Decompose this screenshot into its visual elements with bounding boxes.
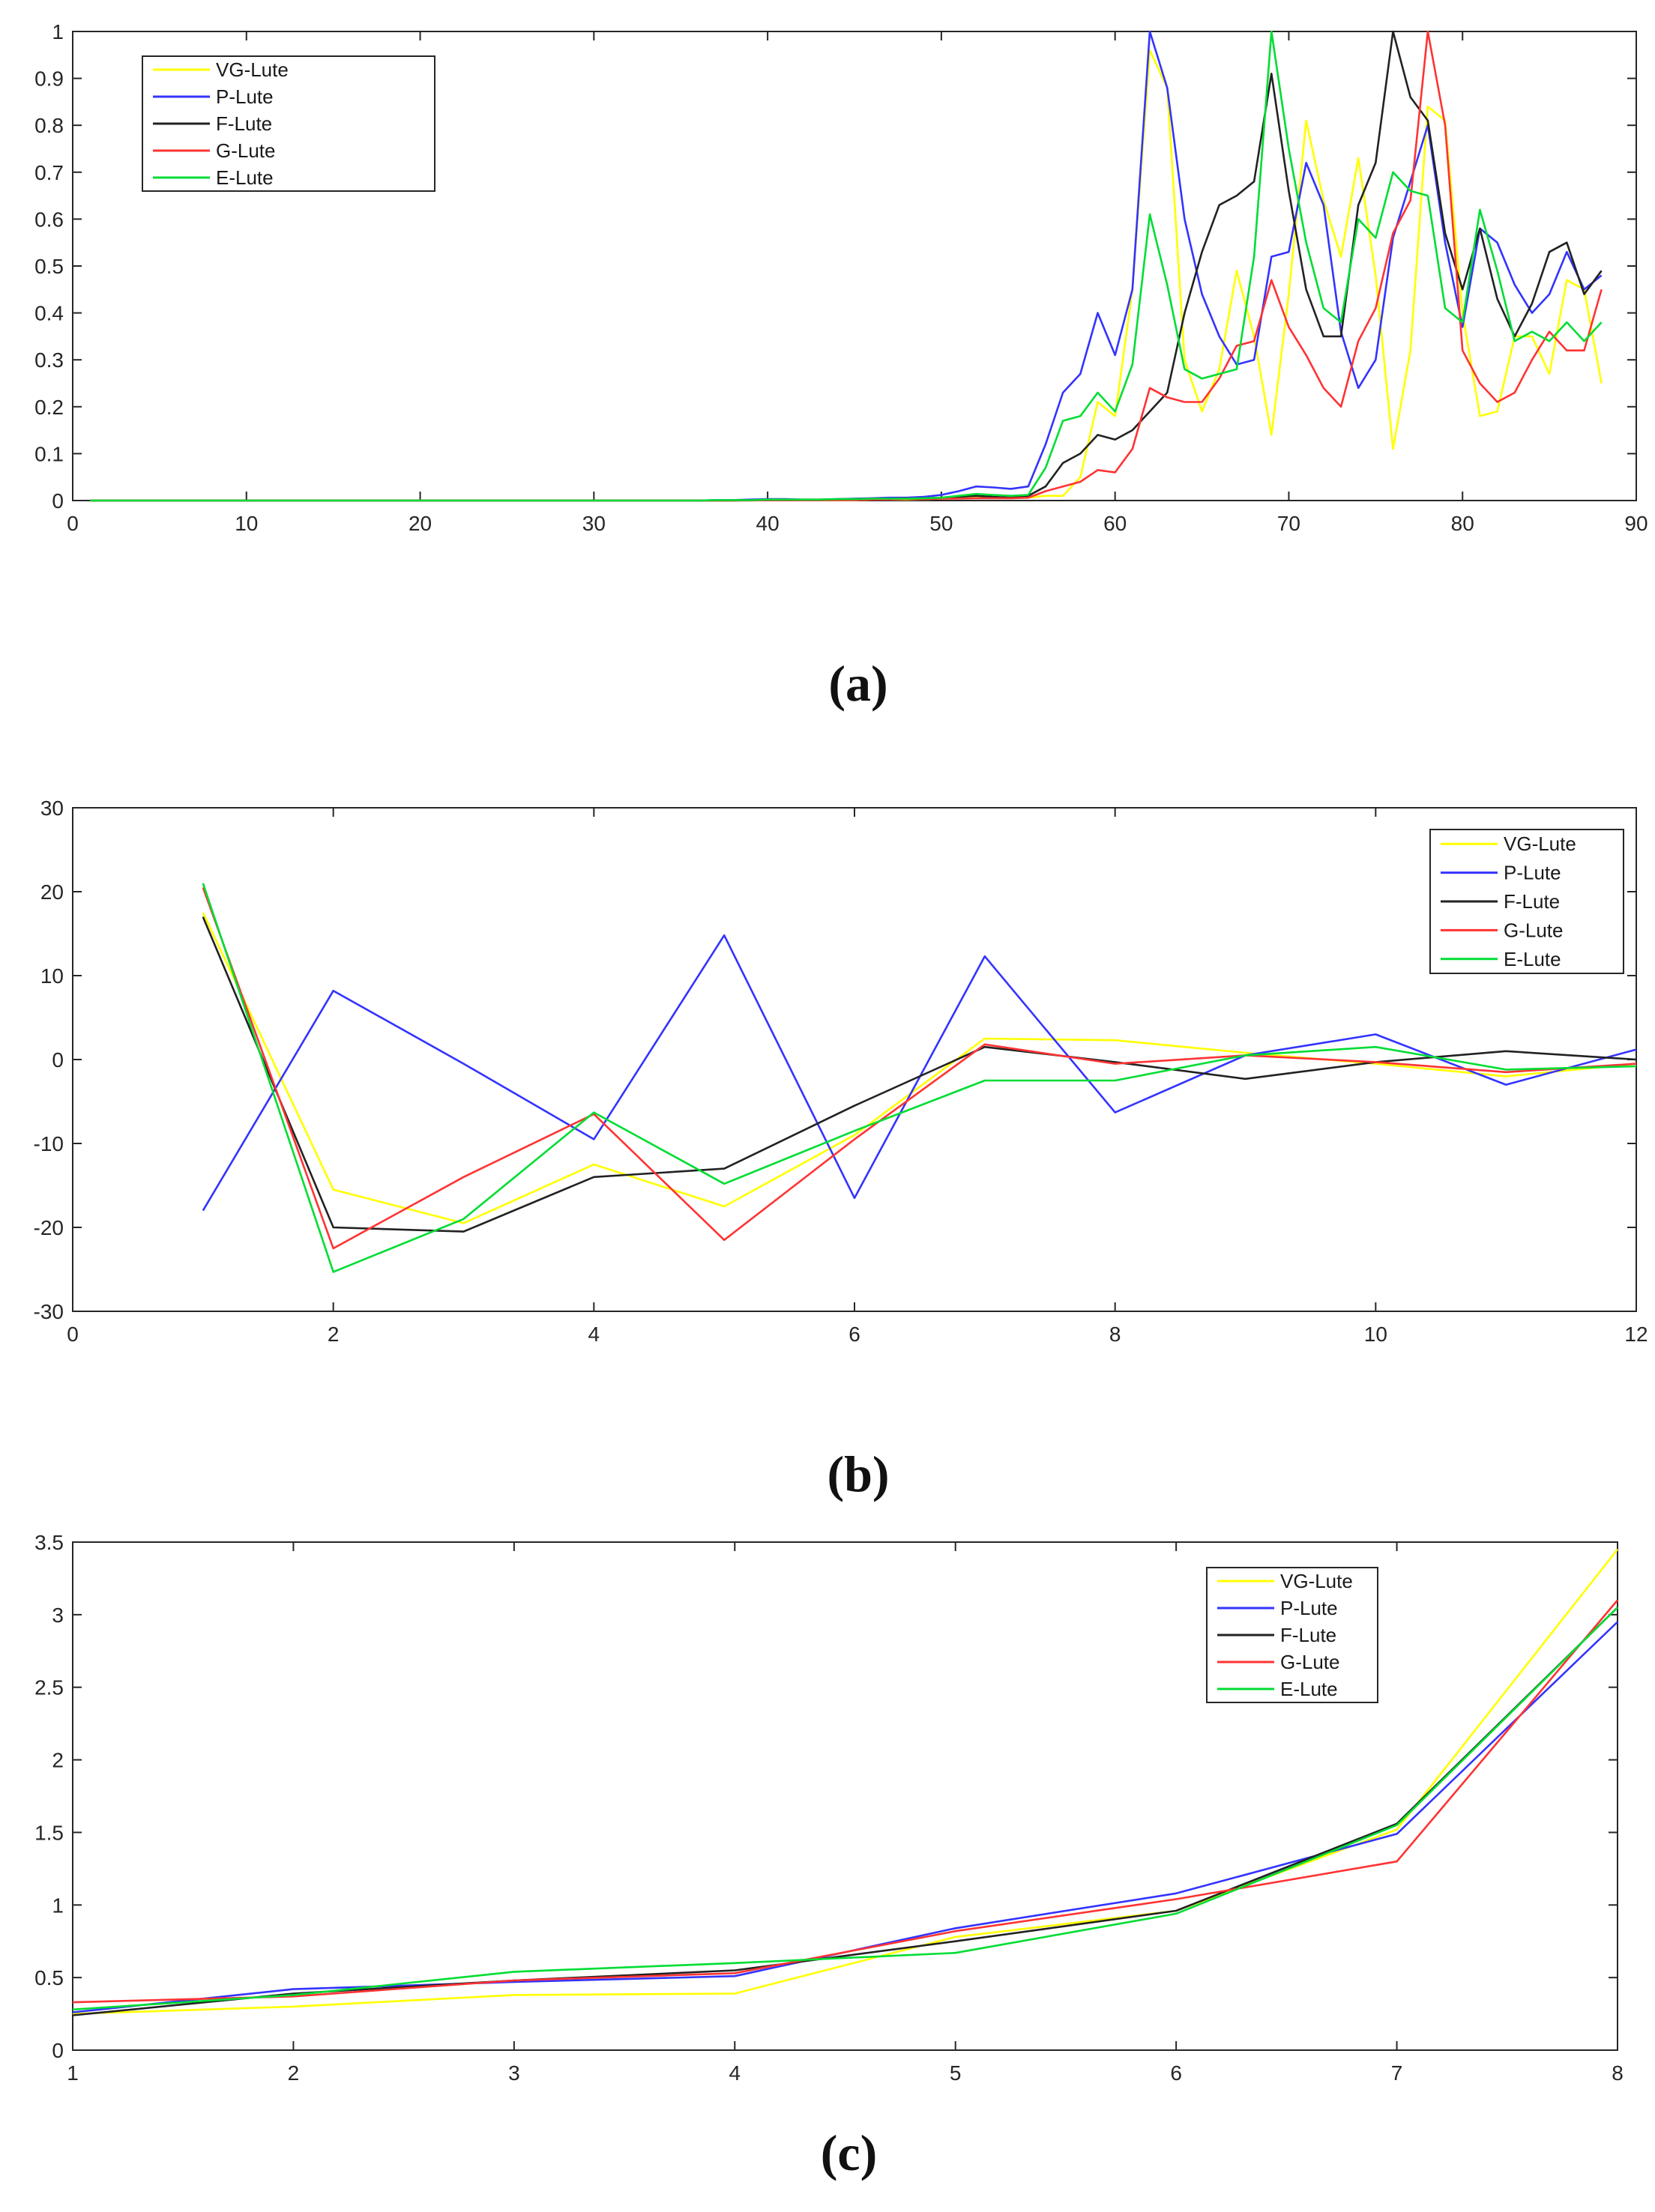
legend-label: G-Lute	[1280, 1651, 1340, 1673]
x-tick-label: 10	[235, 512, 258, 535]
y-tick-label: 0.9	[34, 67, 64, 91]
y-tick-label: 20	[40, 880, 64, 904]
y-tick-label: 0.5	[34, 255, 64, 278]
legend-label: VG-Lute	[1504, 832, 1576, 855]
x-tick-label: 3	[508, 2061, 520, 2085]
y-tick-label: 0.3	[34, 348, 64, 372]
x-tick-label: 7	[1391, 2061, 1403, 2085]
x-tick-label: 10	[1364, 1323, 1387, 1346]
x-tick-label: 80	[1451, 512, 1474, 535]
figure-caption: (a)	[828, 655, 887, 712]
x-tick-label: 0	[67, 512, 79, 535]
y-tick-label: 1	[52, 20, 64, 43]
y-tick-label: 0.7	[34, 161, 64, 184]
legend-label: VG-Lute	[216, 58, 289, 81]
y-tick-label: 0.2	[34, 396, 64, 419]
y-tick-label: 0.4	[34, 302, 64, 325]
legend-label: F-Lute	[1504, 890, 1560, 913]
legend-label: E-Lute	[216, 166, 274, 189]
x-tick-label: 40	[756, 512, 780, 535]
y-tick-label: 1	[52, 1894, 64, 1917]
y-tick-label: 0	[52, 489, 64, 513]
chart-panel-a: 0 10 20 30 40 50 60 70 80 90 0 0.1 0.2 0.3 0.4 0.5 0.6 0.…	[34, 20, 1648, 712]
series-line-g-lute	[202, 886, 1637, 1250]
x-tick-label: 8	[1109, 1323, 1121, 1346]
series-line-f-lute	[202, 916, 1637, 1233]
legend: VG-Lute P-Lute F-Lute G-Lute E-Lute	[1206, 1567, 1378, 1703]
x-tick-label: 6	[848, 1323, 860, 1346]
x-tick-label: 5	[950, 2061, 962, 2085]
x-tick-label: 4	[588, 1323, 600, 1346]
y-tick-label: 0	[52, 2039, 64, 2062]
legend-label: F-Lute	[216, 112, 272, 135]
legend-label: F-Lute	[1280, 1624, 1336, 1646]
y-tick-label: 10	[40, 964, 64, 988]
chart-panel-c: 1 2 3 4 5 6 7 8 0 0.5 1 1.5 2 2.5 3 3.5 VG-Lute P-Lute F-L…	[34, 1531, 1624, 2181]
x-tick-label: 70	[1277, 512, 1300, 535]
y-tick-label: 0.6	[34, 208, 64, 231]
y-tick-label: 3.5	[34, 1531, 64, 1554]
x-tick-label: 0	[67, 1323, 79, 1346]
figure-caption: (b)	[827, 1445, 889, 1502]
legend: VG-Lute P-Lute F-Lute G-Lute E-Lute	[1429, 829, 1624, 974]
series-line-vg-lute	[202, 912, 1637, 1224]
series-line-e-lute	[72, 1607, 1618, 2011]
series-line-g-lute	[72, 1599, 1618, 2004]
y-tick-label: 3	[52, 1604, 64, 1627]
y-tick-label: 0	[52, 1048, 64, 1072]
y-tick-label: -10	[34, 1132, 64, 1155]
series-line-e-lute	[202, 883, 1637, 1273]
plot-area	[72, 1541, 1618, 2051]
y-tick-label: -20	[34, 1216, 64, 1239]
legend-label: G-Lute	[216, 139, 276, 162]
x-tick-label: 2	[288, 2061, 300, 2085]
legend-label: P-Lute	[1280, 1597, 1338, 1619]
y-tick-label: 2.5	[34, 1676, 64, 1699]
y-tick-label: -30	[34, 1300, 64, 1323]
x-tick-label: 6	[1170, 2061, 1182, 2085]
series-line-e-lute	[90, 30, 1603, 502]
x-tick-label: 1	[67, 2061, 79, 2085]
y-tick-label: 0.8	[34, 114, 64, 137]
legend-label: P-Lute	[216, 85, 274, 108]
x-tick-label: 2	[328, 1323, 340, 1346]
x-tick-label: 30	[582, 512, 606, 535]
y-tick-label: 30	[40, 797, 64, 820]
x-tick-label: 90	[1624, 512, 1648, 535]
legend-label: E-Lute	[1280, 1678, 1338, 1700]
legend-label: P-Lute	[1504, 862, 1561, 884]
x-tick-label: 12	[1624, 1323, 1648, 1346]
legend-label: E-Lute	[1504, 948, 1561, 970]
x-tick-label: 20	[409, 512, 432, 535]
x-tick-label: 50	[929, 512, 953, 535]
x-tick-label: 60	[1103, 512, 1127, 535]
y-tick-label: 1.5	[34, 1821, 64, 1844]
x-tick-label: 8	[1612, 2061, 1624, 2085]
y-tick-label: 0.5	[34, 1966, 64, 1989]
chart-panel-b: 0 2 4 6 8 10 12 -30 -20 -10 0 10 20 30 VG-Lute P-Lute F-…	[34, 797, 1648, 1502]
y-tick-label: 2	[52, 1749, 64, 1772]
y-tick-label: 0.1	[34, 442, 64, 465]
legend-label: VG-Lute	[1280, 1570, 1353, 1592]
legend-label: G-Lute	[1504, 919, 1564, 941]
legend: VG-Lute P-Lute F-Lute G-Lute E-Lute	[142, 55, 435, 192]
figure-caption: (c)	[821, 2124, 877, 2181]
x-tick-label: 4	[729, 2061, 741, 2085]
